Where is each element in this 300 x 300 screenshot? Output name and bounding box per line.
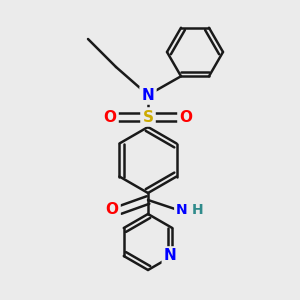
Text: N: N xyxy=(176,203,188,217)
Text: N: N xyxy=(142,88,154,103)
Text: H: H xyxy=(192,203,204,217)
Text: N: N xyxy=(164,248,177,263)
Text: O: O xyxy=(106,202,118,217)
Text: O: O xyxy=(103,110,116,124)
Text: O: O xyxy=(179,110,193,124)
Text: S: S xyxy=(142,110,154,124)
